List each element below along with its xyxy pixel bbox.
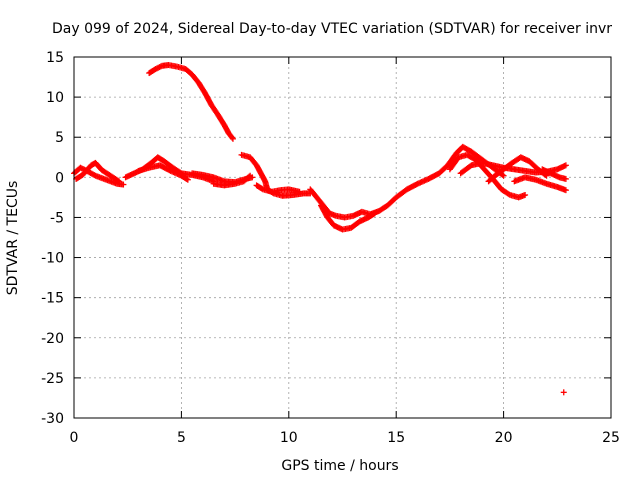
axis-ticks [73,56,612,419]
tick-labels: 0 5 10 15 20 25 15 10 5 0 -5 -10 -15 -20 -25 -30 [41,50,620,446]
data-point [562,162,569,169]
data-point [116,178,123,185]
x-tick-label: 25 [602,430,620,446]
data-point [562,175,569,182]
y-tick-label: 5 [55,130,64,146]
x-tick-label: 20 [495,430,513,446]
plot-frame [73,56,612,419]
series-track-7 [210,172,254,189]
y-tick-label: -20 [41,331,64,347]
series-track-16 [539,166,569,182]
data-point [229,134,236,141]
series-track-5 [146,62,236,142]
x-tick-label: 10 [280,430,298,446]
series-track-11 [318,202,378,233]
data-point [184,176,191,183]
x-tick-label: 5 [177,430,186,446]
y-axis-label: SDTVAR / TECUs [5,181,21,296]
data-point [120,181,127,188]
data-point [114,177,121,184]
series-track-2 [73,159,123,185]
data-point [370,211,377,218]
data-point [562,187,569,194]
series-outlier [560,389,567,396]
data-point [247,172,254,179]
series-track-10 [307,143,507,221]
x-tick-label: 0 [70,430,79,446]
grid-lines [74,57,611,418]
series-track-15 [511,174,569,194]
y-tick-label: -10 [41,251,64,267]
y-tick-label: -25 [41,371,64,387]
x-tick-label: 15 [387,430,405,446]
data-points [71,62,569,396]
y-tick-label: 15 [46,50,64,66]
x-axis-label: GPS time / hours [281,458,398,474]
data-point [500,172,507,179]
series-track-9 [253,182,303,195]
data-point [505,191,512,198]
series-track-4 [135,162,191,183]
data-point [560,389,567,396]
y-tick-label: 0 [55,170,64,186]
y-tick-label: -15 [41,291,64,307]
chart-title: Day 099 of 2024, Sidereal Day-to-day VTE… [52,21,612,37]
data-point [371,210,378,217]
series-track-14 [485,154,550,185]
y-tick-label: 10 [46,90,64,106]
data-point [296,188,303,195]
data-point [246,173,253,180]
y-tick-label: -5 [50,210,64,226]
data-point [522,191,529,198]
y-tick-label: -30 [41,411,64,427]
data-point [183,176,190,183]
data-point [229,135,236,142]
